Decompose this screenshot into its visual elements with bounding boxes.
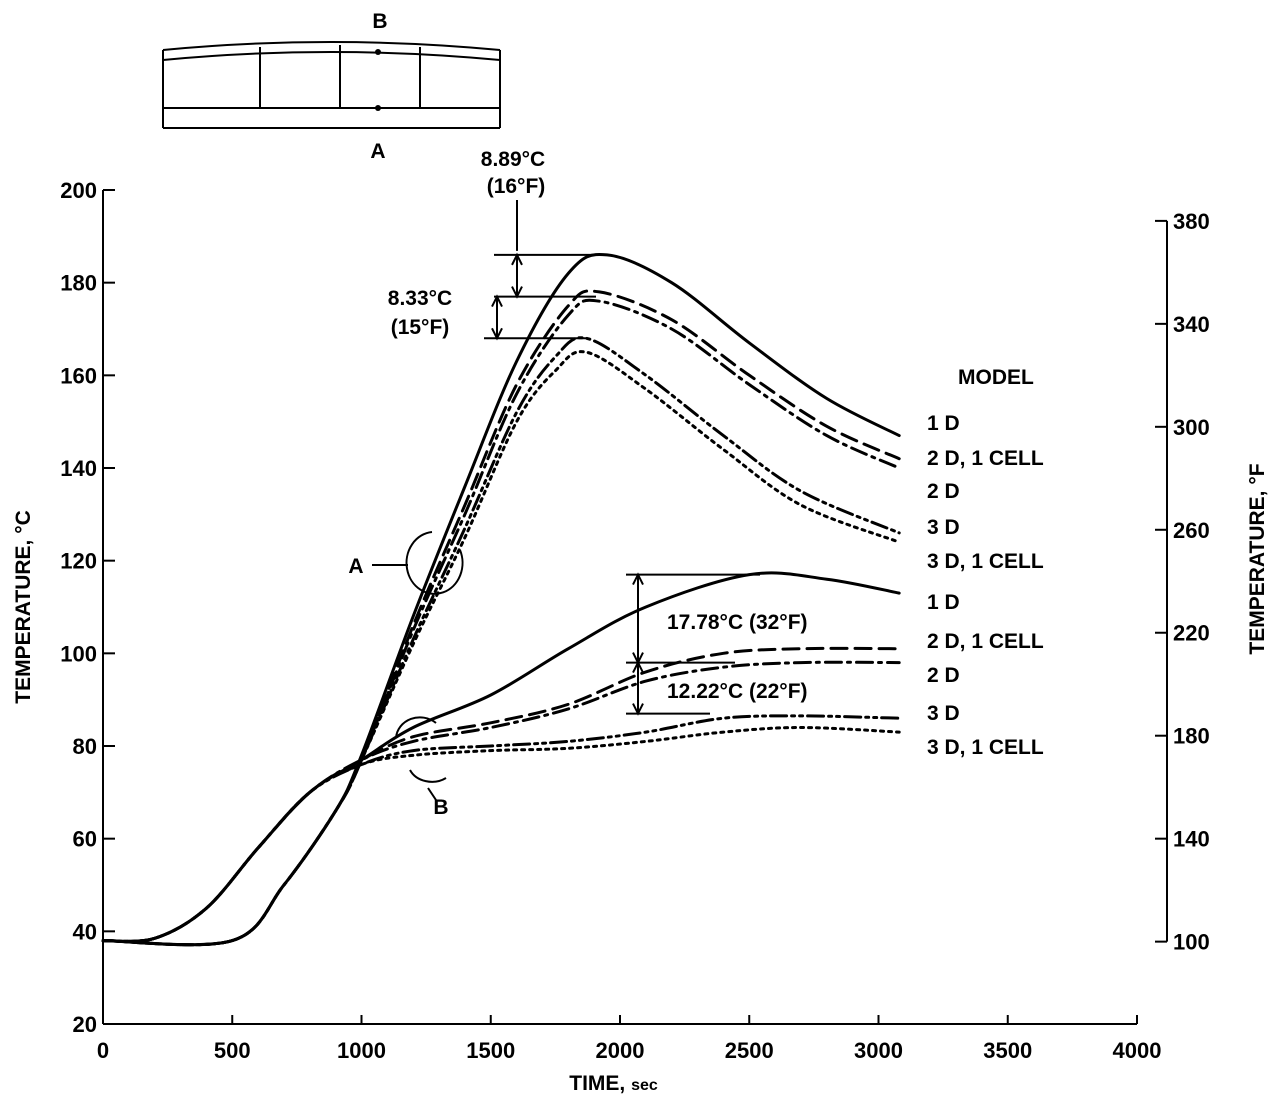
x-tick-label: 2000 [596,1038,645,1063]
y-right-tick-label: 260 [1173,518,1210,543]
y-right-tick-label: 180 [1173,724,1210,749]
y-left-tick-label: 100 [60,641,97,666]
dimension-arrow-a-mid-head-bottom [491,327,503,341]
delta-a-mid-celsius: 8.33°C [388,287,452,310]
legend-entry: 3 D [927,702,960,725]
series-line-a-1-d [101,253,901,947]
y-right-tick-label: 140 [1173,827,1210,852]
series-line-b-3-d-1-cell [101,726,901,943]
legend-entry: 1 D [927,412,960,435]
dimension-arrow-a-top-head-bottom [511,286,523,299]
curve-group-label-b: B [433,796,448,819]
dimension-arrow-a-mid-head-top [491,294,503,308]
y-left-tick-label: 180 [60,271,97,296]
dimension-arrow-b-bottom-head-bottom [632,703,644,716]
group-a-bracket [405,531,464,595]
legend-entry: 2 D, 1 CELL [927,630,1044,653]
y-right-tick-label: 220 [1173,621,1210,646]
delta-a-top-celsius: 8.89°C [481,148,545,171]
y-left-tick-label: 20 [73,1012,97,1037]
y-right-tick-label: 100 [1173,930,1210,955]
legend-entry: 3 D, 1 CELL [927,550,1044,573]
y-left-tick-label: 40 [73,919,97,944]
curve-group-label-a: A [348,555,363,578]
axes: 0 500 1000 1500 2000 2500 3000 3500 4000 20 40 60 80… [12,178,1269,1095]
delta-b-bottom: 12.22°C (22°F) [667,680,808,703]
structure-cross-section-inset: B A [162,10,501,163]
dimension-arrow-b-top-head-top [632,572,644,586]
series-line-a-3-d-1-cell [101,350,901,947]
dimension-arrow-b-bottom-head-top [632,660,644,674]
delta-b-top: 17.78°C (32°F) [667,611,808,634]
x-tick-label: 1500 [466,1038,515,1063]
series-line-b-2-d [101,660,901,943]
group-b-bracket-top [395,716,437,739]
annotations: 8.89°C (16°F) 8.33°C (15°F) 17.78°C (32°… [348,148,807,819]
y-right-tick-label: 340 [1173,312,1210,337]
x-tick-label: 3500 [983,1038,1032,1063]
curves [101,253,901,947]
legend-entry: 3 D [927,516,960,539]
legend-header: MODEL [958,366,1034,389]
x-tick-label: 2500 [725,1038,774,1063]
x-tick-label: 1000 [337,1038,386,1063]
legend: MODEL 1 D 2 D, 1 CELL 2 D 3 D 3 D, 1 CELL 1 D… [927,366,1044,759]
y-left-tick-label: 160 [60,363,97,388]
x-axis-title: TIME, sec [569,1072,658,1095]
y-left-tick-label: 140 [60,456,97,481]
group-b-bracket-bottom [409,769,447,783]
delta-a-top-fahrenheit: (16°F) [487,175,546,198]
inset-label-b: B [372,10,387,33]
x-tick-label: 3000 [854,1038,903,1063]
y-axis-right-title: TEMPERATURE, °F [1246,463,1269,654]
delta-a-mid-fahrenheit: (15°F) [391,316,450,339]
x-axis-title-main: TIME, [569,1072,631,1095]
legend-entry: 2 D [927,664,960,687]
y-right-tick-label: 300 [1173,415,1210,440]
y-axis-left-title: TEMPERATURE, °C [12,510,35,704]
legend-entry: 3 D, 1 CELL [927,736,1044,759]
y-left-tick-label: 200 [60,178,97,203]
x-tick-label: 500 [214,1038,251,1063]
y-left-tick-label: 80 [73,734,97,759]
inset-point-b [375,49,381,55]
y-right-tick-label: 380 [1173,209,1210,234]
inset-top-skin [162,41,501,51]
dimension-arrow-a-top-head-top [511,252,523,266]
x-axis-unit: sec [631,1077,658,1094]
group-b-leader [427,787,437,801]
legend-entry: 1 D [927,591,960,614]
x-tick-label: 4000 [1113,1038,1162,1063]
x-tick-label: 0 [97,1038,109,1063]
inset-label-a: A [370,140,385,163]
legend-entry: 2 D, 1 CELL [927,447,1044,470]
inset-top-skin-inner [162,51,501,61]
y-left-tick-label: 60 [73,827,97,852]
legend-entry: 2 D [927,480,960,503]
y-left-tick-label: 120 [60,549,97,574]
series-line-b-2-d-1-cell [101,646,901,943]
inset-point-a [375,105,381,111]
